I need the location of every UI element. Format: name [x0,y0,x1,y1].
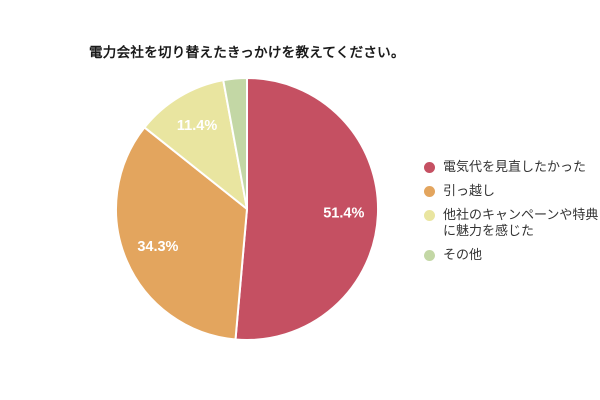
pie-slice-1 [234,77,380,341]
chart-title: 電力会社を切り替えたきっかけを教えてください。 [89,45,405,60]
pie-slice-3 [143,79,248,210]
pie-slice-2 [115,126,248,341]
legend-item: 引っ越し [424,183,600,199]
legend-label: 他社のキャンペーンや特典に魅力を感じた [443,207,599,238]
pie-slice-percent-label: 11.4% [177,118,217,134]
pie-slice-4 [222,77,248,210]
legend-marker-icon [424,210,435,221]
legend-item: 電気代を見直したかった [424,159,600,175]
legend-item: その他 [424,247,600,263]
legend-marker-icon [424,186,435,197]
legend-label: 電気代を見直したかった [443,159,587,174]
legend-label: その他 [443,247,483,262]
legend-marker-icon [424,162,435,173]
legend-label: 引っ越し [443,183,496,198]
legend: 電気代を見直したかった 引っ越し 他社のキャンペーンや特典に魅力を感じた その他 [424,159,600,263]
legend-marker-icon [424,250,435,261]
pie-slice-percent-label: 34.3% [137,239,178,255]
legend-item: 他社のキャンペーンや特典に魅力を感じた [424,207,600,239]
pie-slice-percent-label: 51.4% [323,205,364,221]
